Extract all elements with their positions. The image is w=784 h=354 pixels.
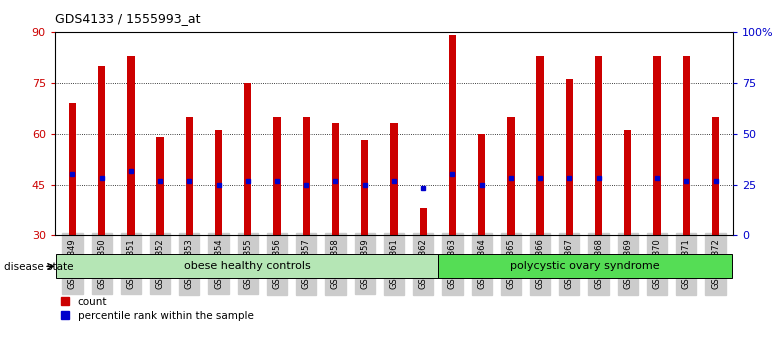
Bar	[127, 56, 135, 235]
Bar	[69, 103, 76, 235]
Bar	[419, 208, 426, 235]
Bar	[624, 130, 631, 235]
Bar	[566, 79, 573, 235]
Bar	[186, 117, 193, 235]
Bar	[98, 66, 105, 235]
Bar	[507, 117, 514, 235]
Bar	[274, 117, 281, 235]
Bar	[478, 133, 485, 235]
Bar	[332, 124, 339, 235]
Bar	[448, 35, 456, 235]
Bar	[303, 117, 310, 235]
Bar	[157, 137, 164, 235]
Bar	[536, 56, 544, 235]
Legend: count, percentile rank within the sample: count, percentile rank within the sample	[60, 296, 255, 322]
Bar	[361, 141, 368, 235]
Text: polycystic ovary syndrome: polycystic ovary syndrome	[510, 261, 659, 272]
Bar	[653, 56, 661, 235]
Bar	[595, 56, 602, 235]
Text: GDS4133 / 1555993_at: GDS4133 / 1555993_at	[55, 12, 201, 25]
Bar	[215, 130, 222, 235]
Bar	[390, 124, 397, 235]
FancyBboxPatch shape	[56, 255, 437, 278]
Bar	[244, 83, 252, 235]
Bar	[712, 117, 719, 235]
Text: obese healthy controls: obese healthy controls	[183, 261, 310, 272]
Text: disease state: disease state	[4, 262, 74, 272]
FancyBboxPatch shape	[437, 255, 731, 278]
Bar	[683, 56, 690, 235]
